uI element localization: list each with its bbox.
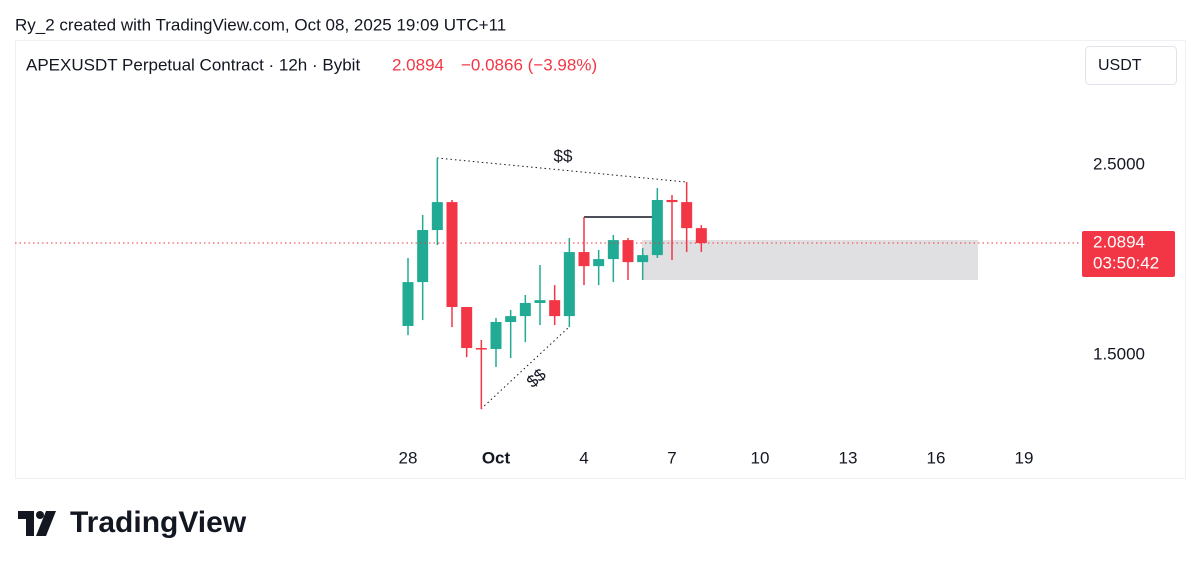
x-tick-label: 19 <box>1015 448 1034 467</box>
x-tick-label: 4 <box>579 448 588 467</box>
countdown: 03:50:42 <box>1093 254 1159 273</box>
annotation: $$ <box>554 146 573 165</box>
candle-body <box>593 259 605 267</box>
candle-body <box>578 252 590 267</box>
candle-body <box>666 199 678 203</box>
candle-body <box>637 255 649 263</box>
candle-body <box>695 228 707 244</box>
chart-title: APEXUSDT Perpetual Contract · 12h · Bybi… <box>26 55 360 74</box>
candle-body <box>519 302 531 317</box>
chart-frame <box>15 40 1186 479</box>
candle-body <box>651 199 663 256</box>
candles <box>402 158 707 410</box>
x-tick-label: 13 <box>839 448 858 467</box>
candle-body <box>622 240 634 263</box>
candle-body <box>681 202 693 229</box>
zone <box>642 240 978 280</box>
x-tick-label: 7 <box>667 448 676 467</box>
price-change: −0.0866 (−3.98%) <box>461 55 597 74</box>
candle-body <box>505 316 517 322</box>
candle-body <box>607 240 619 260</box>
candle-body <box>549 300 561 317</box>
candle-body <box>475 348 487 350</box>
x-tick-label: Oct <box>482 448 511 467</box>
candle-body <box>490 321 502 349</box>
candle-body <box>563 252 575 317</box>
currency-button[interactable] <box>1085 46 1177 85</box>
y-tick-label: 2.5000 <box>1093 155 1145 174</box>
candle-body <box>402 282 414 326</box>
price-label: 2.0894 <box>1093 233 1145 252</box>
last-price: 2.0894 <box>392 55 444 74</box>
candle-body <box>417 230 429 283</box>
currency[interactable]: USDT <box>1098 57 1142 74</box>
candle-body <box>461 306 473 349</box>
logo-icon <box>18 511 56 536</box>
y-tick-label: 1.5000 <box>1093 345 1145 364</box>
candle-body <box>431 202 443 231</box>
logo: TradingView <box>70 506 247 539</box>
annotation: $$ <box>523 365 550 392</box>
price-label-box <box>1082 231 1175 278</box>
x-tick-label: 10 <box>751 448 770 467</box>
trend-line <box>480 326 570 410</box>
header: Ry_2 created with TradingView.com, Oct 0… <box>15 15 506 34</box>
trend-line <box>436 157 687 183</box>
x-tick-label: 28 <box>399 448 418 467</box>
candle-body <box>446 202 458 307</box>
x-tick-label: 16 <box>927 448 946 467</box>
candle-body <box>534 300 546 303</box>
